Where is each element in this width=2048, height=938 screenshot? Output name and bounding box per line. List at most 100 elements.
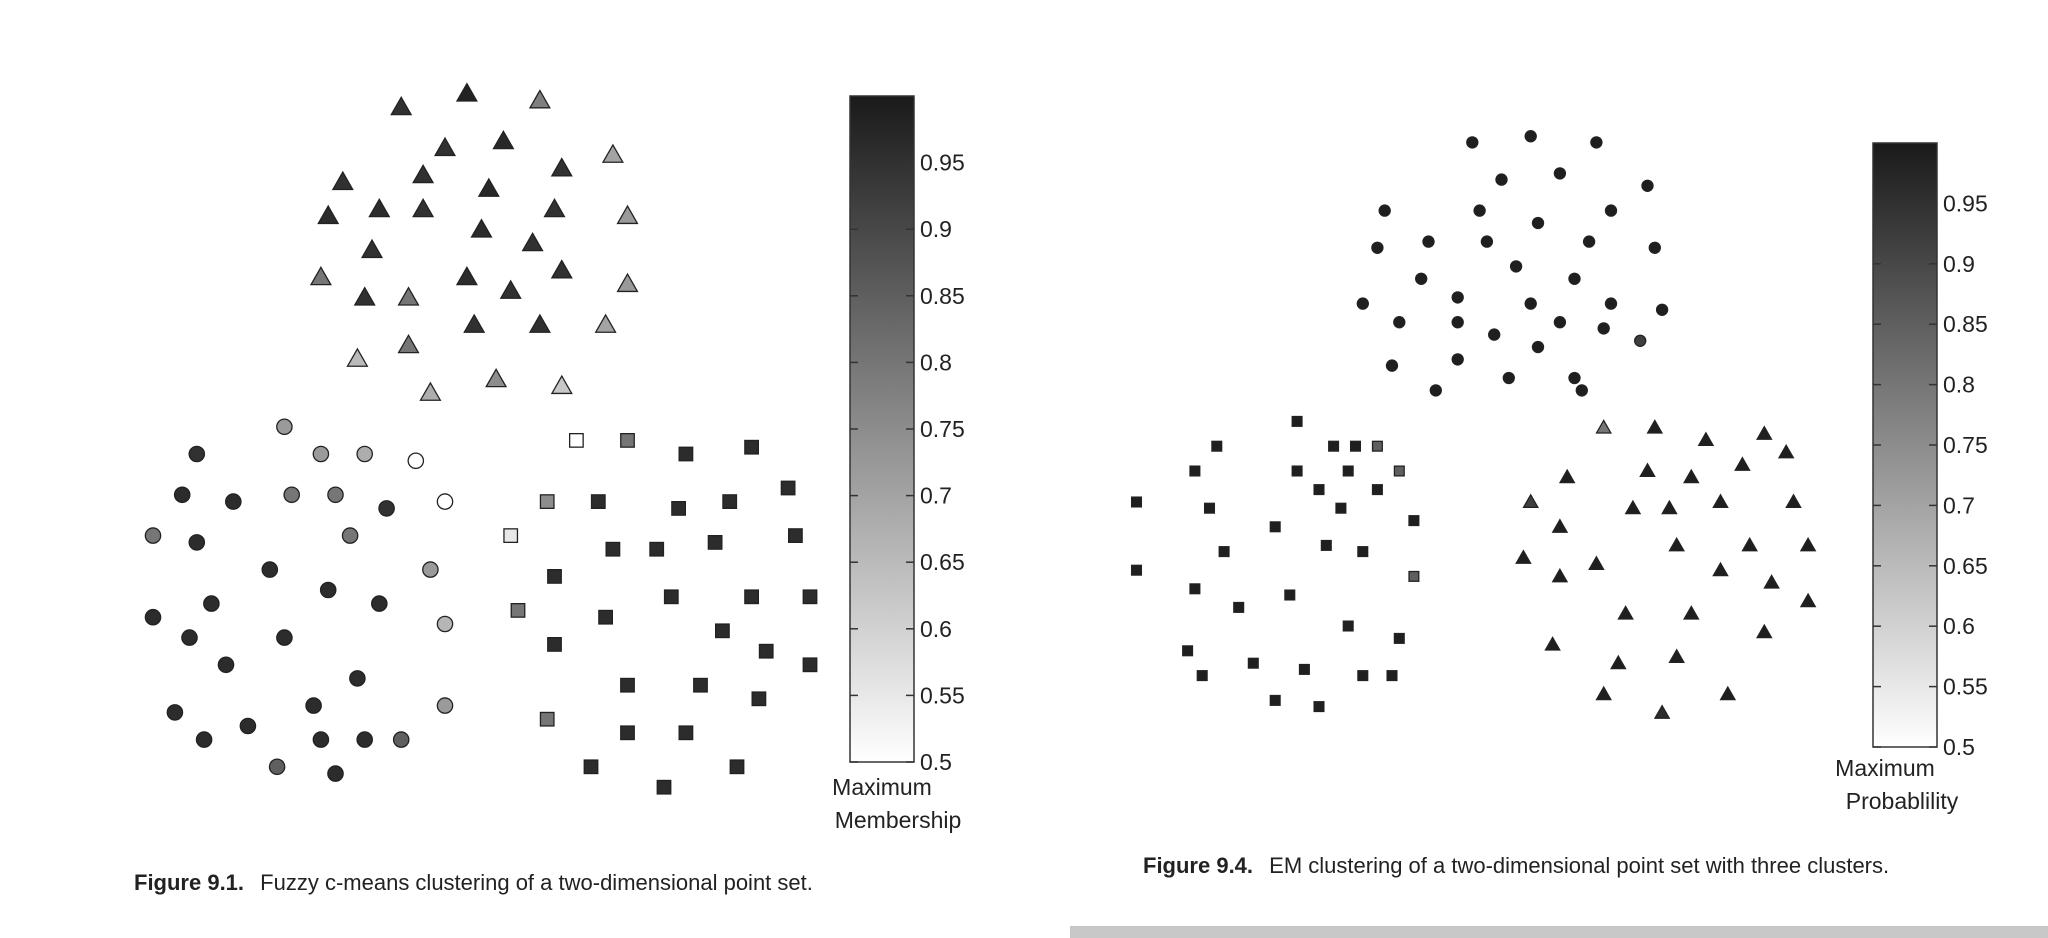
- square-point: [663, 589, 679, 605]
- square-point: [598, 609, 613, 625]
- colorbar-tick-label: 0.6: [1943, 613, 1975, 639]
- square-point: [1269, 521, 1281, 533]
- circle-point: [1553, 167, 1567, 180]
- square-point: [780, 480, 796, 496]
- square-point: [1342, 465, 1354, 477]
- square-point: [1189, 465, 1201, 477]
- circle-point: [1451, 291, 1464, 304]
- circle-point: [1568, 371, 1581, 385]
- square-point: [1189, 583, 1201, 595]
- circle-point: [1356, 297, 1369, 310]
- triangle-point: [470, 218, 493, 238]
- square-point: [1269, 694, 1281, 706]
- triangle-point: [1734, 456, 1751, 471]
- caption-label: Figure 9.4.: [1143, 853, 1253, 878]
- square-point: [715, 623, 730, 639]
- square-point: [707, 535, 723, 550]
- circle-point: [327, 486, 344, 504]
- circle-point: [283, 486, 301, 504]
- colorbar-tick-label: 0.75: [920, 416, 965, 442]
- triangle-point: [455, 82, 478, 102]
- circle-point: [1393, 316, 1406, 329]
- colorbar-tick-label: 0.85: [1943, 311, 1988, 337]
- circle-point: [1597, 322, 1610, 335]
- colorbar-tick-label: 0.75: [1943, 432, 1988, 458]
- square-point: [1386, 670, 1398, 682]
- triangle-point: [1551, 518, 1569, 533]
- triangle-point: [1595, 685, 1612, 701]
- triangle-point: [433, 136, 457, 157]
- triangle-point: [601, 143, 624, 163]
- square-point: [722, 494, 738, 510]
- triangle-point: [477, 177, 500, 197]
- triangle-point: [1588, 555, 1605, 571]
- colorbar-tick-label: 0.9: [920, 216, 952, 242]
- colorbar-title-line-2: Probablility: [1846, 788, 1959, 814]
- circle-point: [341, 527, 359, 544]
- triangle-point: [1683, 468, 1700, 484]
- circle-point: [1415, 272, 1428, 285]
- square-point: [1291, 465, 1303, 477]
- colorbar-tick-label: 0.65: [920, 549, 965, 575]
- square-point: [649, 541, 665, 557]
- square-point: [1408, 515, 1420, 527]
- colorbar-tick-label: 0.7: [1943, 492, 1975, 518]
- circle-point: [195, 731, 213, 748]
- triangle-point: [1785, 493, 1802, 509]
- square-point: [503, 528, 519, 543]
- circle-point: [173, 486, 191, 504]
- square-point: [729, 759, 745, 775]
- circle-point: [370, 595, 388, 612]
- square-point: [539, 494, 555, 510]
- circle-point: [312, 445, 330, 463]
- colorbar-tick-label: 0.55: [920, 682, 965, 708]
- square-point: [678, 446, 694, 462]
- triangle-point: [1558, 468, 1576, 484]
- circle-point: [327, 765, 344, 782]
- triangle-point: [616, 204, 639, 225]
- triangle-point: [331, 170, 354, 191]
- circle-point: [1378, 204, 1391, 217]
- square-point: [569, 432, 584, 448]
- square-point: [744, 589, 759, 605]
- colorbar-tick-label: 0.95: [1943, 190, 1988, 216]
- circle-point: [1641, 179, 1654, 192]
- triangle-point: [1799, 592, 1817, 608]
- triangle-point: [1777, 443, 1795, 459]
- circle-point: [1451, 316, 1464, 329]
- circle-point: [1429, 384, 1442, 397]
- colorbar-tick-label: 0.85: [920, 283, 965, 309]
- square-point: [1211, 440, 1223, 452]
- square-point: [671, 500, 686, 516]
- triangle-point: [1756, 623, 1773, 639]
- circle-point: [1655, 303, 1669, 316]
- triangle-point: [1712, 561, 1729, 577]
- square-point: [590, 494, 606, 510]
- circle-point: [144, 527, 162, 544]
- square-point: [802, 657, 818, 673]
- circle-point: [312, 731, 330, 748]
- circle-point: [188, 534, 206, 551]
- square-point: [1182, 645, 1194, 657]
- square-point: [1349, 440, 1362, 452]
- square-point: [1298, 663, 1310, 675]
- scatter-points: [1130, 130, 1817, 719]
- square-point: [1342, 620, 1354, 632]
- square-point: [1130, 564, 1143, 576]
- circle-point: [1385, 359, 1399, 372]
- triangle-point: [1522, 493, 1539, 509]
- triangle-point: [1551, 567, 1569, 583]
- circle-point: [356, 445, 374, 463]
- triangle-point: [1639, 462, 1656, 478]
- circle-point: [1524, 297, 1537, 310]
- scatter-points: [144, 82, 818, 795]
- triangle-point: [550, 374, 573, 395]
- circle-point: [1371, 241, 1384, 254]
- triangle-point: [1544, 636, 1561, 651]
- square-point: [656, 779, 672, 795]
- triangle-point: [543, 197, 566, 218]
- triangle-point: [1712, 493, 1729, 509]
- circle-point: [225, 493, 242, 510]
- triangle-point: [390, 95, 413, 116]
- colorbar-tick-label: 0.9: [1943, 251, 1975, 277]
